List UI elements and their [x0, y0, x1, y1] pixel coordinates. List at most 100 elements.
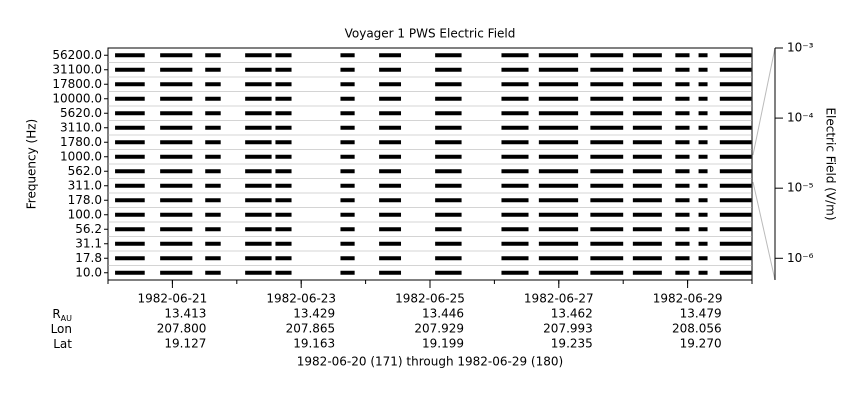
channel-strip: [205, 227, 221, 232]
channel-strip: [501, 212, 529, 217]
channel-strip: [698, 270, 708, 275]
channel-strip: [501, 140, 529, 145]
channel-strip: [115, 82, 145, 87]
channel-strip: [160, 140, 193, 145]
x-tick-label: 1982-06-29: [653, 292, 723, 306]
channel-strip: [698, 256, 708, 261]
ephemeris-value: 13.413: [164, 307, 206, 321]
channel-strip: [379, 212, 402, 217]
channel-strip: [675, 111, 690, 116]
channel-strip: [590, 227, 624, 232]
channel-strip: [501, 96, 529, 101]
channel-strip: [245, 67, 272, 72]
channel-strip: [160, 198, 193, 203]
y-tick-label: 562.0: [68, 164, 102, 178]
channel-strip: [698, 241, 708, 246]
channel-strip: [675, 212, 690, 217]
ephemeris-label-text: R: [52, 307, 60, 321]
channel-strip: [275, 270, 292, 275]
channel-strip: [590, 53, 624, 58]
channel-strip: [538, 67, 579, 72]
channel-strip: [698, 96, 708, 101]
channel-strip: [160, 169, 193, 174]
channel-strip: [160, 270, 193, 275]
channel-strip: [340, 183, 355, 188]
channel-strip: [501, 227, 529, 232]
y-tick-label: 56.2: [75, 222, 102, 236]
colorbar-label: Electric Field (V/m): [824, 107, 838, 220]
channel-strip: [160, 183, 193, 188]
channel-strip: [632, 256, 662, 261]
channel-strip: [590, 198, 624, 203]
channel-strip: [675, 241, 690, 246]
channel-strip: [275, 227, 292, 232]
channel-strip: [632, 169, 662, 174]
channel-strip: [275, 53, 292, 58]
y-tick-label: 178.0: [68, 193, 102, 207]
channel-strip: [719, 169, 752, 174]
channel-strip: [275, 212, 292, 217]
channel-strip: [501, 183, 529, 188]
channel-strip: [205, 140, 221, 145]
channel-strip: [275, 96, 292, 101]
channel-strip: [590, 169, 624, 174]
channel-strip: [115, 169, 145, 174]
channel-strip: [115, 241, 145, 246]
channel-strip: [205, 53, 221, 58]
channel-strip: [590, 125, 624, 130]
channel-strip: [115, 67, 145, 72]
channel-strip: [160, 256, 193, 261]
channel-strip: [632, 154, 662, 159]
y-tick-label: 100.0: [68, 207, 102, 221]
channel-strip: [205, 82, 221, 87]
footer: 1982-06-20 (171) through 1982-06-29 (180…: [297, 355, 563, 369]
channel-strip: [275, 241, 292, 246]
channel-strip: [632, 270, 662, 275]
channel-strip: [719, 111, 752, 116]
channel-strip: [245, 227, 272, 232]
x-tick-label: 1982-06-23: [266, 292, 336, 306]
channel-strip: [115, 111, 145, 116]
channel-strip: [379, 256, 402, 261]
channel-strip: [538, 270, 579, 275]
channel-strip: [275, 67, 292, 72]
channel-strip: [205, 198, 221, 203]
channel-strip: [675, 270, 690, 275]
y-tick-label: 1780.0: [60, 135, 102, 149]
y-tick-label: 5620.0: [60, 106, 102, 120]
channel-strip: [340, 227, 355, 232]
channel-strip: [675, 183, 690, 188]
channel-strip: [590, 270, 624, 275]
channel-strip: [538, 183, 579, 188]
ephemeris-value: 13.462: [551, 307, 593, 321]
colorbar-tick-label: 10⁻⁴: [787, 111, 814, 125]
channel-strip: [698, 67, 708, 72]
channel-strip: [340, 140, 355, 145]
channel-strip: [698, 125, 708, 130]
channel-strip: [538, 125, 579, 130]
channel-strip: [675, 227, 690, 232]
channel-strip: [160, 96, 193, 101]
channel-strip: [340, 212, 355, 217]
channel-strip: [698, 111, 708, 116]
channel-strip: [719, 256, 752, 261]
channel-strip: [501, 53, 529, 58]
channel-strip: [340, 82, 355, 87]
connector: [752, 47, 776, 156]
channel-strip: [115, 270, 145, 275]
ephemeris-value: 207.993: [543, 322, 593, 336]
channel-strip: [205, 154, 221, 159]
channel-strip: [632, 140, 662, 145]
channel-strip: [538, 82, 579, 87]
channel-strip: [379, 198, 402, 203]
channel-strip: [435, 169, 462, 174]
y-tick-label: 31.1: [75, 236, 102, 250]
channel-strip: [675, 82, 690, 87]
channel-strip: [501, 67, 529, 72]
ephemeris-label: Lon: [51, 322, 72, 336]
ephemeris-label: Lat: [53, 337, 72, 351]
channel-strip: [538, 96, 579, 101]
channel-strip: [160, 82, 193, 87]
channel-strip: [340, 53, 355, 58]
channel-strip: [379, 53, 402, 58]
